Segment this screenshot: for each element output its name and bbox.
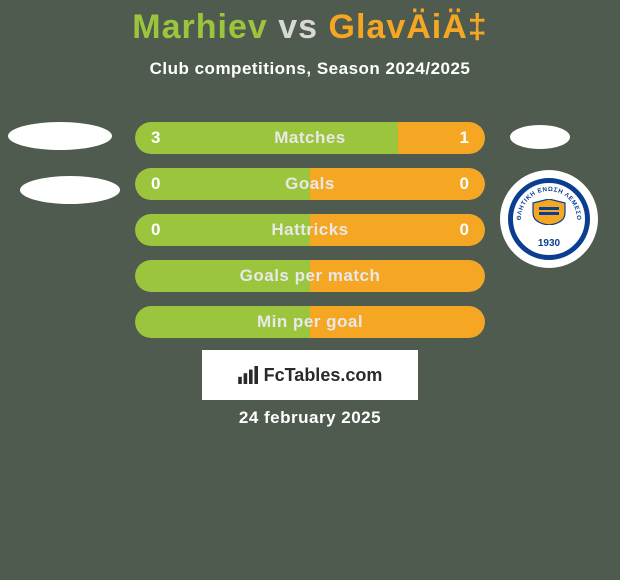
comparison-bars: Matches31Goals00Hattricks00Goals per mat… [135, 122, 485, 352]
club-logo: ΑΘΛΗΤΙΚΗ ΕΝΩΣΗ ΛΕΜΕΣΟΥ 1930 [500, 170, 598, 268]
subtitle: Club competitions, Season 2024/2025 [0, 59, 620, 79]
bar-label: Matches [135, 122, 485, 154]
footer-brand: FcTables.com [202, 350, 418, 400]
bar-value-left: 0 [151, 214, 160, 246]
bar-label: Min per goal [135, 306, 485, 338]
bar-row: Goals per match [135, 260, 485, 292]
bar-row: Hattricks0 0 [135, 214, 485, 246]
club-year: 1930 [538, 238, 560, 249]
date-label: 24 february 2025 [0, 408, 620, 428]
title-right: GlavÄiÄ‡ [329, 8, 488, 46]
left-badge-1 [8, 122, 112, 150]
bar-label: Goals [135, 168, 485, 200]
title-left: Marhiev [132, 8, 268, 46]
infographic-container: Marhiev vs GlavÄiÄ‡ Club competitions, S… [0, 0, 620, 580]
left-badge-2 [20, 176, 120, 204]
bar-row: Matches3 1 [135, 122, 485, 154]
title-vs: vs [278, 8, 318, 46]
club-emblem-icon [531, 199, 567, 225]
bar-label: Goals per match [135, 260, 485, 292]
club-logo-inner: ΑΘΛΗΤΙΚΗ ΕΝΩΣΗ ΛΕΜΕΣΟΥ 1930 [508, 178, 590, 260]
bar-label: Hattricks [135, 214, 485, 246]
right-badge-1 [510, 125, 570, 149]
bar-chart-icon [238, 366, 260, 384]
bar-value-right: 1 [460, 122, 469, 154]
page-title: Marhiev vs GlavÄiÄ‡ [0, 0, 620, 47]
bar-value-right: 0 [460, 168, 469, 200]
bar-row: Goals0 0 [135, 168, 485, 200]
bar-value-left: 0 [151, 168, 160, 200]
bar-value-left: 3 [151, 122, 160, 154]
bar-value-right: 0 [460, 214, 469, 246]
footer-label: FcTables.com [264, 365, 383, 386]
bar-row: Min per goal [135, 306, 485, 338]
